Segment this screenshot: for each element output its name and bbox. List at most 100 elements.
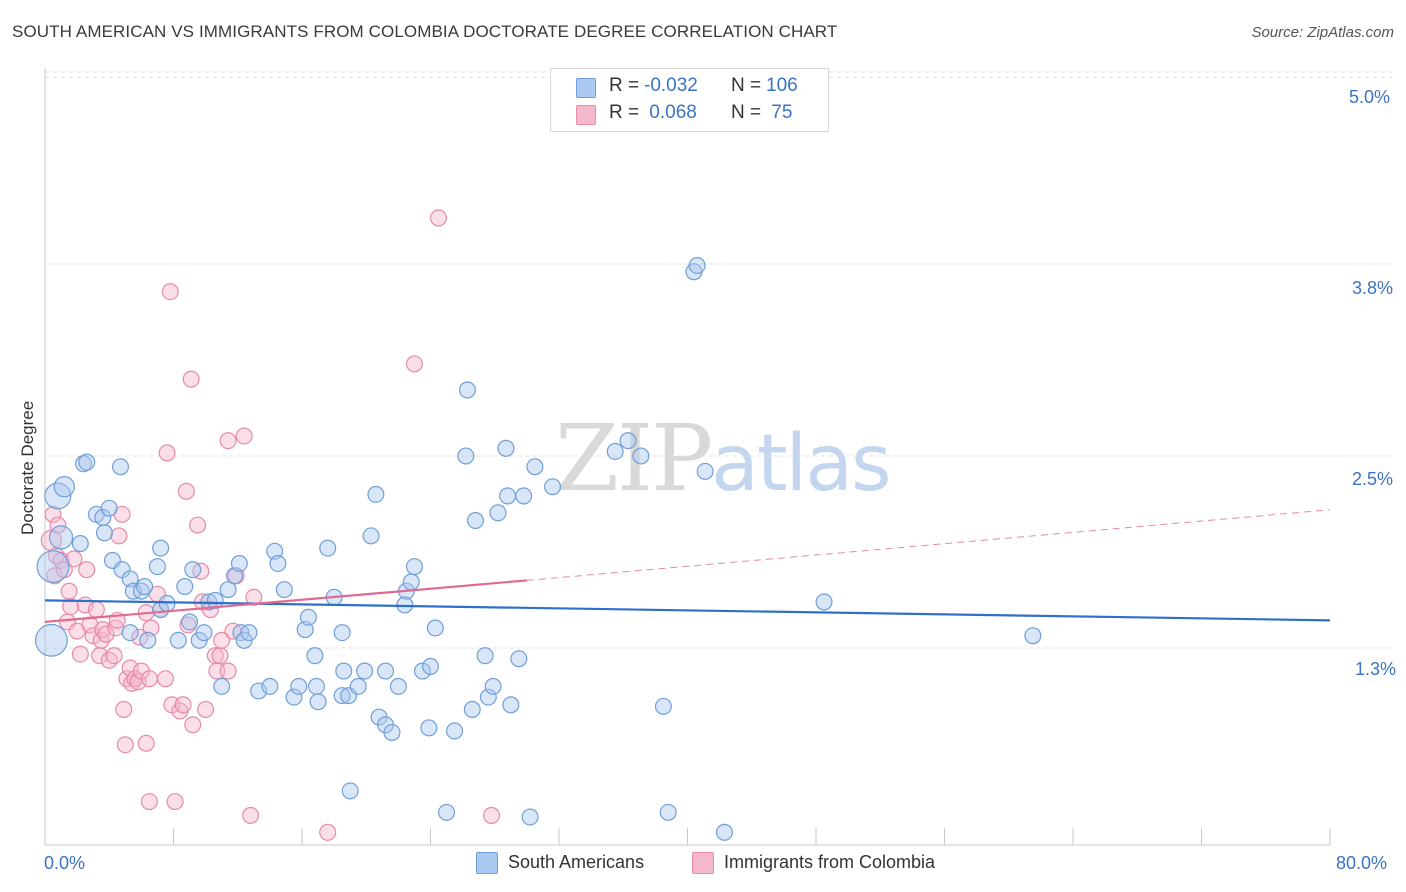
- south-american-point: [132, 582, 150, 600]
- colombia-point: [211, 647, 229, 665]
- south-american-point: [510, 650, 528, 668]
- colombia-point: [65, 550, 83, 568]
- south-american-point: [152, 539, 170, 557]
- colombia-trendline-extension: [526, 509, 1331, 581]
- south-american-point: [367, 485, 385, 503]
- colombia-point: [115, 700, 133, 718]
- legend-swatch-blue: [476, 852, 498, 875]
- south-american-point: [307, 677, 325, 695]
- south-american-point: [632, 447, 650, 465]
- south-american-point: [544, 478, 562, 496]
- south-american-point: [290, 677, 308, 695]
- south-american-point: [100, 499, 118, 517]
- south-american-trendline: [44, 599, 1331, 622]
- source-label: Source: ZipAtlas.com: [1251, 24, 1394, 41]
- colombia-point: [62, 598, 80, 616]
- legend-item-south-americans: South Americans: [476, 852, 645, 875]
- south-american-point: [815, 593, 833, 611]
- south-american-point: [420, 719, 438, 737]
- south-american-point: [250, 682, 268, 700]
- south-american-point: [309, 693, 327, 711]
- n-value: 106: [766, 75, 798, 96]
- south-american-point: [421, 657, 440, 675]
- south-american-point: [659, 803, 677, 821]
- colombia-point: [156, 670, 174, 688]
- south-american-point: [499, 487, 517, 505]
- south-american-point: [219, 581, 237, 599]
- legend-label: South Americans: [508, 852, 645, 872]
- south-american-point: [275, 581, 293, 599]
- south-american-point: [261, 677, 279, 695]
- colombia-point: [140, 670, 158, 688]
- south-american-point: [438, 803, 456, 821]
- y-tick-label: 2.5%: [1352, 469, 1394, 489]
- south-american-point: [53, 476, 75, 498]
- south-american-point: [654, 697, 672, 715]
- legend-item-colombia: Immigrants from Colombia: [692, 852, 936, 875]
- colombia-point: [44, 505, 62, 523]
- correlation-legend: R = -0.032 N = 106 R = 0.068 N = 75: [550, 68, 829, 132]
- south-american-point: [269, 555, 287, 573]
- south-american-point: [413, 662, 431, 680]
- colombia-point: [189, 516, 207, 534]
- watermark: ZIPatlas: [555, 405, 890, 512]
- legend-label: Immigrants from Colombia: [724, 852, 936, 872]
- south-american-point: [606, 442, 624, 460]
- south-american-point: [619, 432, 637, 450]
- south-american-point: [688, 257, 706, 275]
- south-american-point: [136, 578, 154, 596]
- legend-swatch-pink: [692, 852, 714, 875]
- colombia-point: [140, 793, 158, 811]
- south-american-point: [333, 687, 351, 705]
- n-label: N =: [731, 75, 762, 96]
- legend-swatch-blue: [576, 78, 596, 98]
- r-label: R =: [609, 75, 640, 96]
- colombia-point: [166, 793, 184, 811]
- colombia-point: [242, 806, 260, 824]
- south-american-point: [446, 722, 464, 740]
- south-american-point: [476, 647, 494, 665]
- colombia-point: [110, 527, 128, 545]
- colombia-point: [245, 588, 263, 606]
- south-american-point: [148, 558, 166, 576]
- south-american-point: [405, 558, 423, 576]
- south-american-point: [526, 458, 544, 476]
- south-american-point: [306, 647, 324, 665]
- south-american-point: [78, 453, 96, 471]
- south-american-point: [335, 662, 353, 680]
- colombia-point: [405, 355, 423, 373]
- colombia-point: [105, 647, 123, 665]
- south-american-point: [362, 527, 380, 545]
- south-american-point: [176, 578, 194, 596]
- legend-swatch-pink: [576, 105, 596, 125]
- south-american-point: [139, 631, 157, 649]
- colombia-point: [158, 444, 176, 462]
- colombia-point: [235, 427, 253, 445]
- colombia-point: [78, 561, 96, 579]
- n-value: 75: [766, 102, 793, 123]
- colombia-point: [184, 716, 202, 734]
- y-tick-label: 5.0%: [1349, 87, 1391, 107]
- south-american-point: [95, 524, 113, 542]
- south-american-point: [715, 823, 733, 841]
- colombia-point: [219, 662, 237, 680]
- colombia-point: [219, 432, 237, 450]
- colombia-point: [197, 700, 215, 718]
- south-american-point: [457, 447, 475, 465]
- legend-row-south-americans: R = -0.032 N = 106: [551, 74, 828, 100]
- south-american-point: [458, 381, 476, 399]
- south-american-point: [466, 511, 484, 530]
- south-american-point: [319, 539, 337, 557]
- legend-row-colombia: R = 0.068 N = 75: [551, 101, 828, 127]
- south-american-point: [44, 482, 72, 510]
- south-american-point: [402, 573, 420, 591]
- colombia-point: [319, 823, 337, 841]
- colombia-point: [84, 627, 102, 645]
- south-american-point: [389, 677, 407, 695]
- south-american-point: [502, 696, 520, 714]
- colombia-point: [177, 482, 195, 500]
- watermark-zip: ZIP: [555, 405, 711, 512]
- south-american-point: [356, 662, 374, 680]
- y-axis-label: Doctorate Degree: [18, 400, 37, 535]
- south-american-point: [341, 782, 359, 800]
